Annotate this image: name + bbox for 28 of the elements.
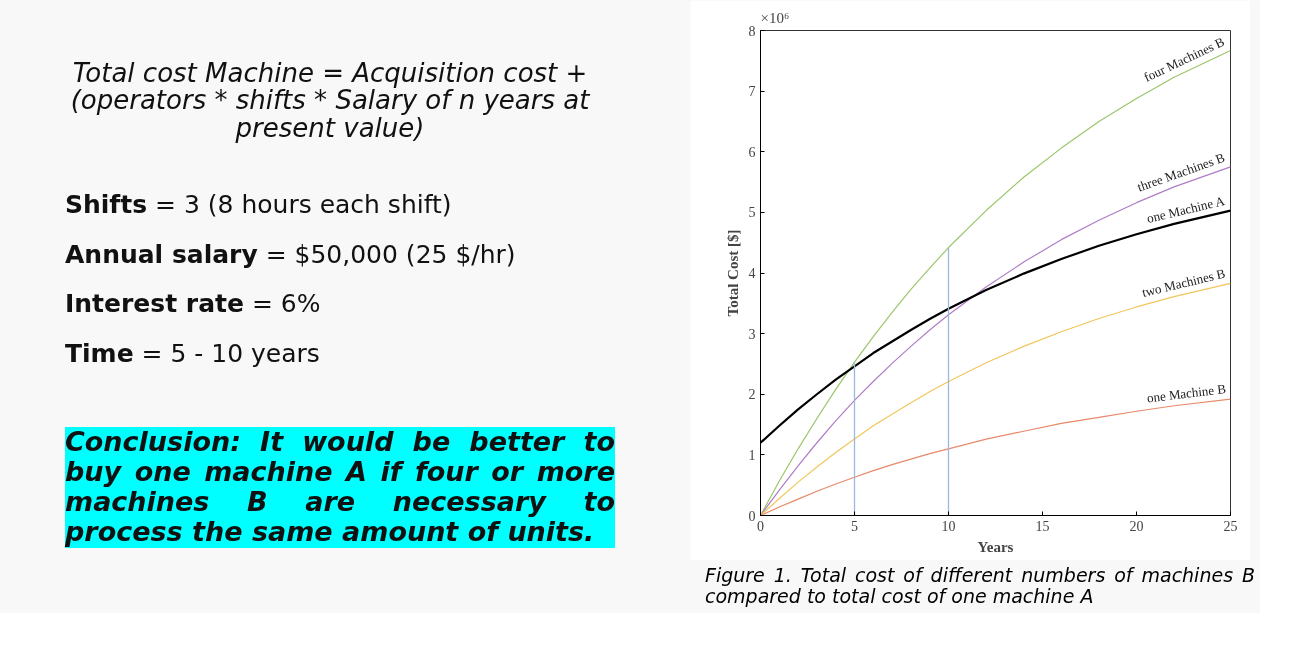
text: three Machines B xyxy=(1135,149,1228,195)
text: ×10⁶ xyxy=(760,9,790,26)
x-tick-label: 20 xyxy=(1129,518,1144,534)
y-tick-label: 0 xyxy=(748,508,756,524)
text: one Machine A xyxy=(1145,192,1227,226)
x-tick-label: 5 xyxy=(851,518,858,534)
y-tick-label: 6 xyxy=(748,144,756,160)
text: two Machines B xyxy=(1140,265,1228,300)
x-tick-label: 25 xyxy=(1223,518,1238,534)
text: Conclusion: It would be better to buy one machine A if four or more machines B are necessary to process the same amount of units. xyxy=(65,425,615,548)
x-tick-label: 10 xyxy=(941,518,956,534)
y-axis-title: Total Cost [$] xyxy=(724,229,741,317)
y-tick-label: 2 xyxy=(748,387,756,403)
x-axis-title: Years xyxy=(977,538,1014,555)
text: one Machine B xyxy=(1146,381,1228,406)
y-tick-label: 3 xyxy=(748,326,756,342)
caption: Figure 1. Total cost of different numbers of machines B compared to total cost of one machine A xyxy=(705,564,1255,607)
y-tick-label: 1 xyxy=(748,447,756,463)
text: Annual salary = $50,000 (25 $/hr) xyxy=(65,238,517,271)
y-tick-label: 4 xyxy=(748,266,756,281)
text: Time = 5 - 10 years xyxy=(65,338,321,370)
y-tick-label: 8 xyxy=(748,23,756,39)
x-tick-label: 15 xyxy=(1035,518,1050,534)
text: Total cost Machine = Acquisition cost + (operators * shifts * Salary of n years at present value) xyxy=(69,58,591,143)
y-tick-label: 7 xyxy=(748,84,756,100)
y-tick-label: 5 xyxy=(748,205,756,221)
text: Shifts = 3 (8 hours each shift) xyxy=(65,188,453,221)
text: Interest rate = 6% xyxy=(65,288,322,321)
